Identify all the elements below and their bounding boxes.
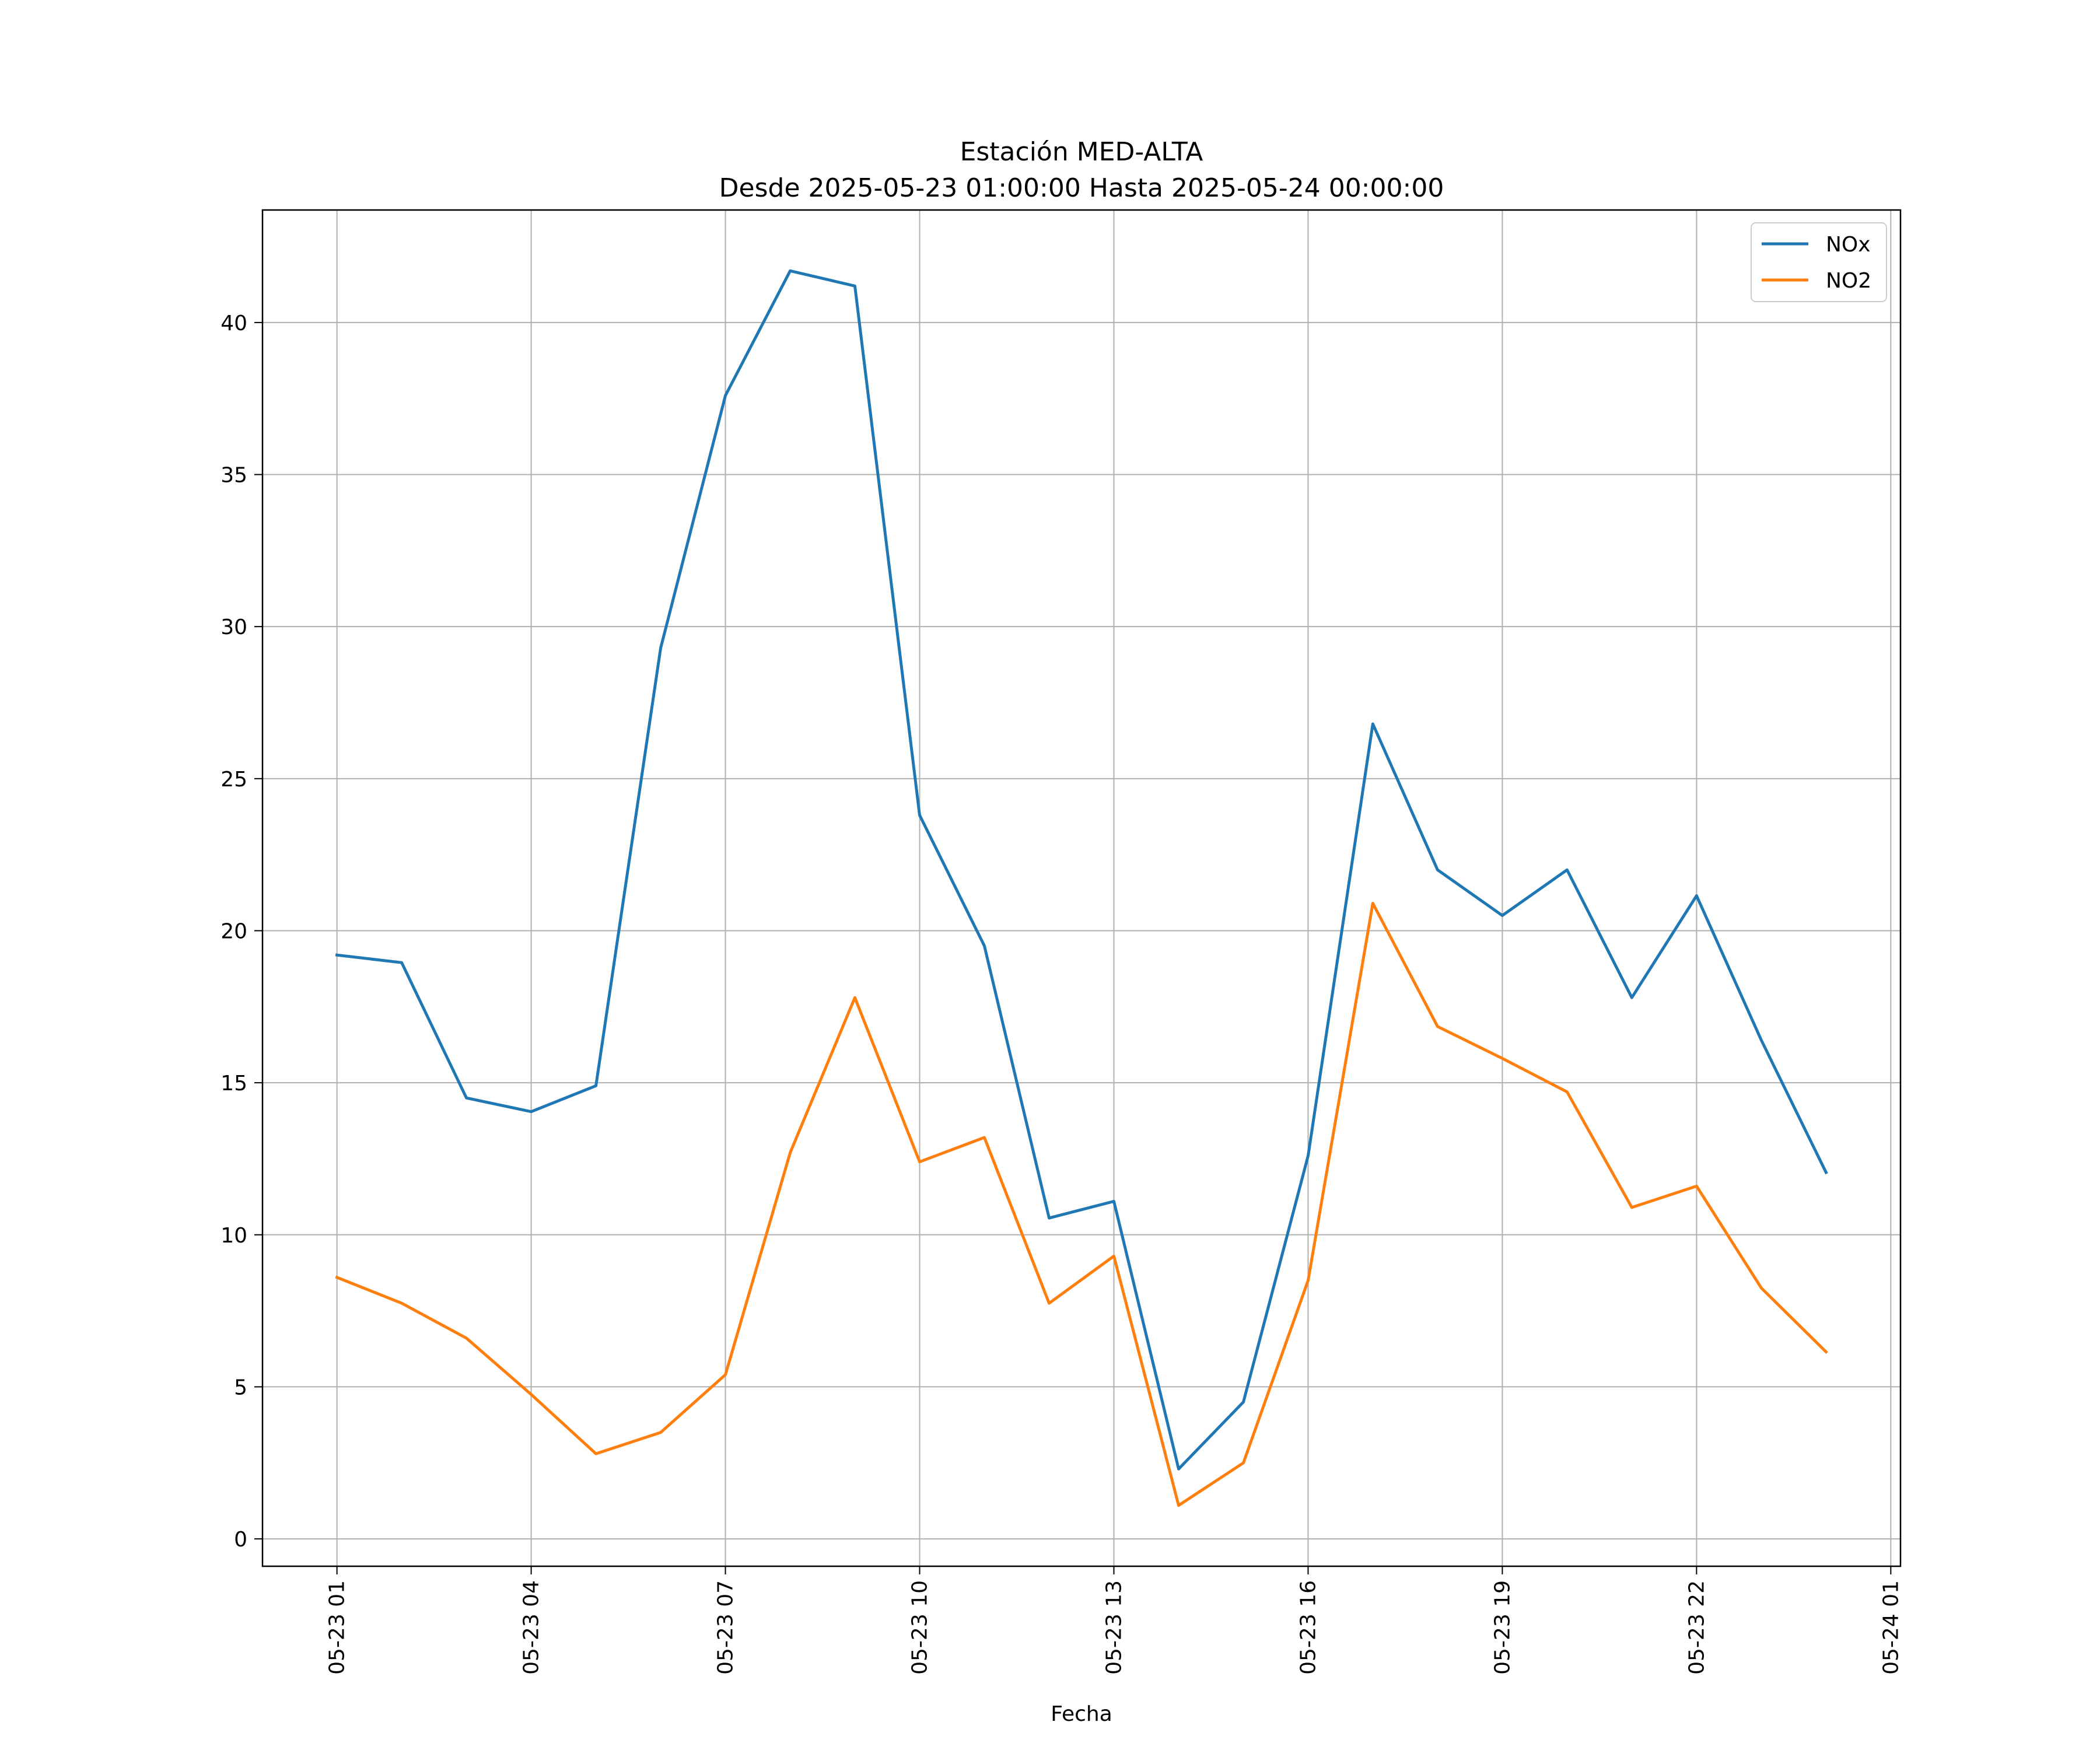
x-tick-label: 05-23 01 <box>326 1580 349 1675</box>
y-tick-label: 30 <box>220 615 247 639</box>
series-line-nox <box>335 269 1828 1471</box>
legend: NOx NO2 <box>1751 222 1887 302</box>
x-tick-label: 05-24 01 <box>1879 1580 1903 1675</box>
plot-area <box>262 210 1901 1566</box>
legend-label-nox: NOx <box>1826 233 1871 257</box>
y-tick-label: 0 <box>234 1528 247 1552</box>
x-tick-label: 05-23 10 <box>908 1580 932 1675</box>
chart-subtitle: Desde 2025-05-23 01:00:00 Hasta 2025-05-… <box>719 173 1444 203</box>
y-tick-label: 10 <box>220 1224 247 1248</box>
x-tick-label: 05-23 04 <box>520 1580 544 1675</box>
chart-title: Estación MED-ALTA <box>960 137 1203 167</box>
legend-label-no2: NO2 <box>1826 269 1871 293</box>
x-tick-label: 05-23 19 <box>1490 1580 1514 1675</box>
x-tick-label: 05-23 22 <box>1685 1580 1709 1675</box>
grid <box>262 210 1901 1566</box>
series-line-no2 <box>335 902 1828 1507</box>
x-tick-label: 05-23 16 <box>1296 1580 1320 1675</box>
y-tick-label: 20 <box>220 919 247 943</box>
y-tick-label: 5 <box>234 1376 247 1399</box>
series-lines <box>335 269 1828 1507</box>
y-tick-label: 35 <box>220 464 247 488</box>
y-tick-label: 40 <box>220 312 247 335</box>
axis-ticks: 05-23 01 05-23 04 05-23 07 05-23 10 05-23 13… <box>220 312 1903 1675</box>
x-tick-label: 05-23 13 <box>1102 1580 1126 1675</box>
x-tick-label: 05-23 07 <box>714 1580 738 1675</box>
y-tick-label: 25 <box>220 768 247 792</box>
y-tick-label: 15 <box>220 1072 247 1096</box>
x-axis-label: Fecha <box>1051 1702 1112 1726</box>
plot-frame <box>261 209 1902 1567</box>
